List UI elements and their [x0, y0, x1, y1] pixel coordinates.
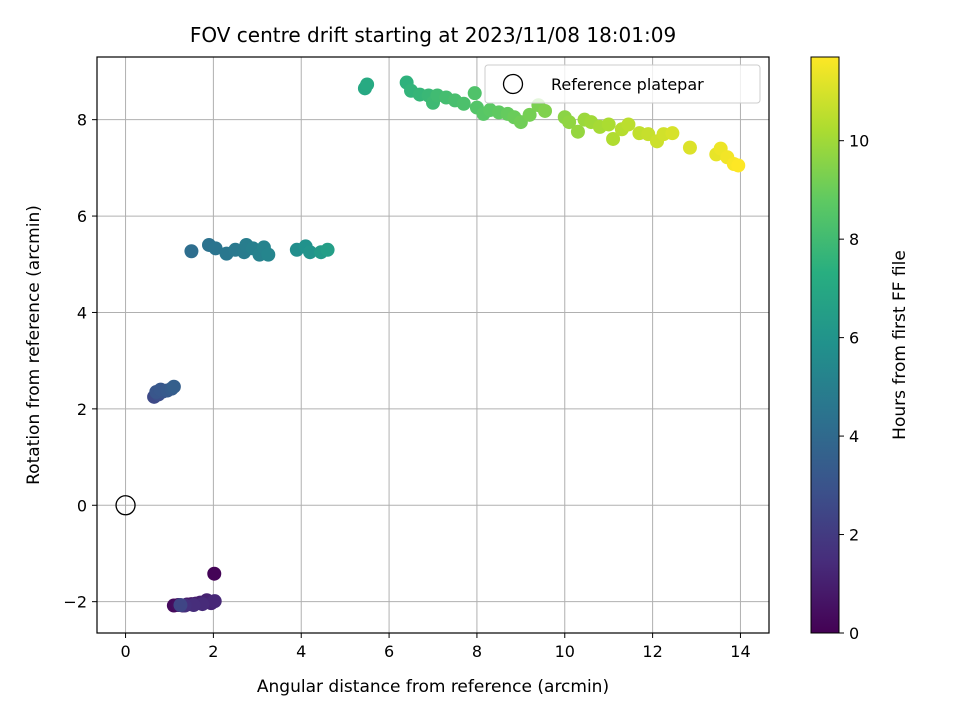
y-tick-label: −2 [63, 593, 87, 612]
y-tick-label: 4 [77, 303, 87, 322]
data-point [601, 117, 616, 132]
data-point [456, 96, 471, 111]
chart-title: FOV centre drift starting at 2023/11/08 … [190, 23, 676, 47]
data-point [522, 107, 537, 122]
data-point [261, 247, 276, 262]
data-point [570, 124, 585, 139]
colorbar-tick-label: 2 [849, 526, 859, 545]
plot-frame [96, 56, 770, 634]
data-point [665, 126, 680, 141]
colorbar-tick-label: 4 [849, 427, 859, 446]
data-point [207, 594, 222, 609]
data-point [173, 598, 188, 613]
x-tick-label: 8 [472, 642, 482, 661]
colorbar-gradient [810, 56, 840, 634]
x-tick-label: 4 [296, 642, 306, 661]
legend-label: Reference platepar [551, 75, 704, 94]
x-tick-label: 0 [120, 642, 130, 661]
y-tick-label: 8 [77, 111, 87, 130]
colorbar-tick-label: 8 [849, 230, 859, 249]
colorbar-tick-label: 6 [849, 329, 859, 348]
x-tick-label: 2 [208, 642, 218, 661]
y-axis-ticks: −2 0 2 4 6 8 [63, 111, 97, 612]
data-point [562, 115, 577, 130]
x-tick-label: 6 [384, 642, 394, 661]
data-point [731, 158, 746, 173]
data-point [207, 566, 222, 581]
reference-marker [115, 495, 136, 516]
colorbar-label: Hours from first FF file [890, 250, 910, 440]
colorbar-tick-label: 10 [849, 132, 869, 151]
x-tick-label: 14 [730, 642, 750, 661]
y-tick-label: 6 [77, 207, 87, 226]
data-point [184, 244, 199, 259]
reference-platepar-point [115, 495, 136, 516]
colorbar-tick-label: 0 [849, 624, 859, 643]
x-axis-ticks: 0 2 4 6 8 10 12 14 [120, 633, 751, 661]
legend-box [484, 64, 761, 104]
data-point [320, 242, 335, 257]
x-tick-label: 12 [642, 642, 662, 661]
y-tick-label: 0 [77, 496, 87, 515]
data-point [606, 131, 621, 146]
y-axis-label: Rotation from reference (arcmin) [24, 205, 44, 485]
data-point [682, 140, 697, 155]
legend: Reference platepar [484, 64, 761, 104]
x-axis-label: Angular distance from reference (arcmin) [257, 677, 609, 697]
data-points [147, 75, 746, 613]
data-point [360, 77, 375, 92]
data-point [166, 379, 181, 394]
colorbar-ticks: 0 2 4 6 8 10 [839, 132, 869, 643]
y-tick-label: 2 [77, 400, 87, 419]
data-point [467, 86, 482, 101]
grid-lines [97, 57, 769, 633]
legend-reference-marker [502, 73, 524, 95]
data-point [208, 241, 223, 256]
data-point [621, 117, 636, 132]
data-point [538, 103, 552, 118]
x-tick-label: 10 [555, 642, 575, 661]
colorbar: 0 2 4 6 8 10 Hours from first FF file [810, 56, 910, 643]
data-point [303, 245, 318, 260]
